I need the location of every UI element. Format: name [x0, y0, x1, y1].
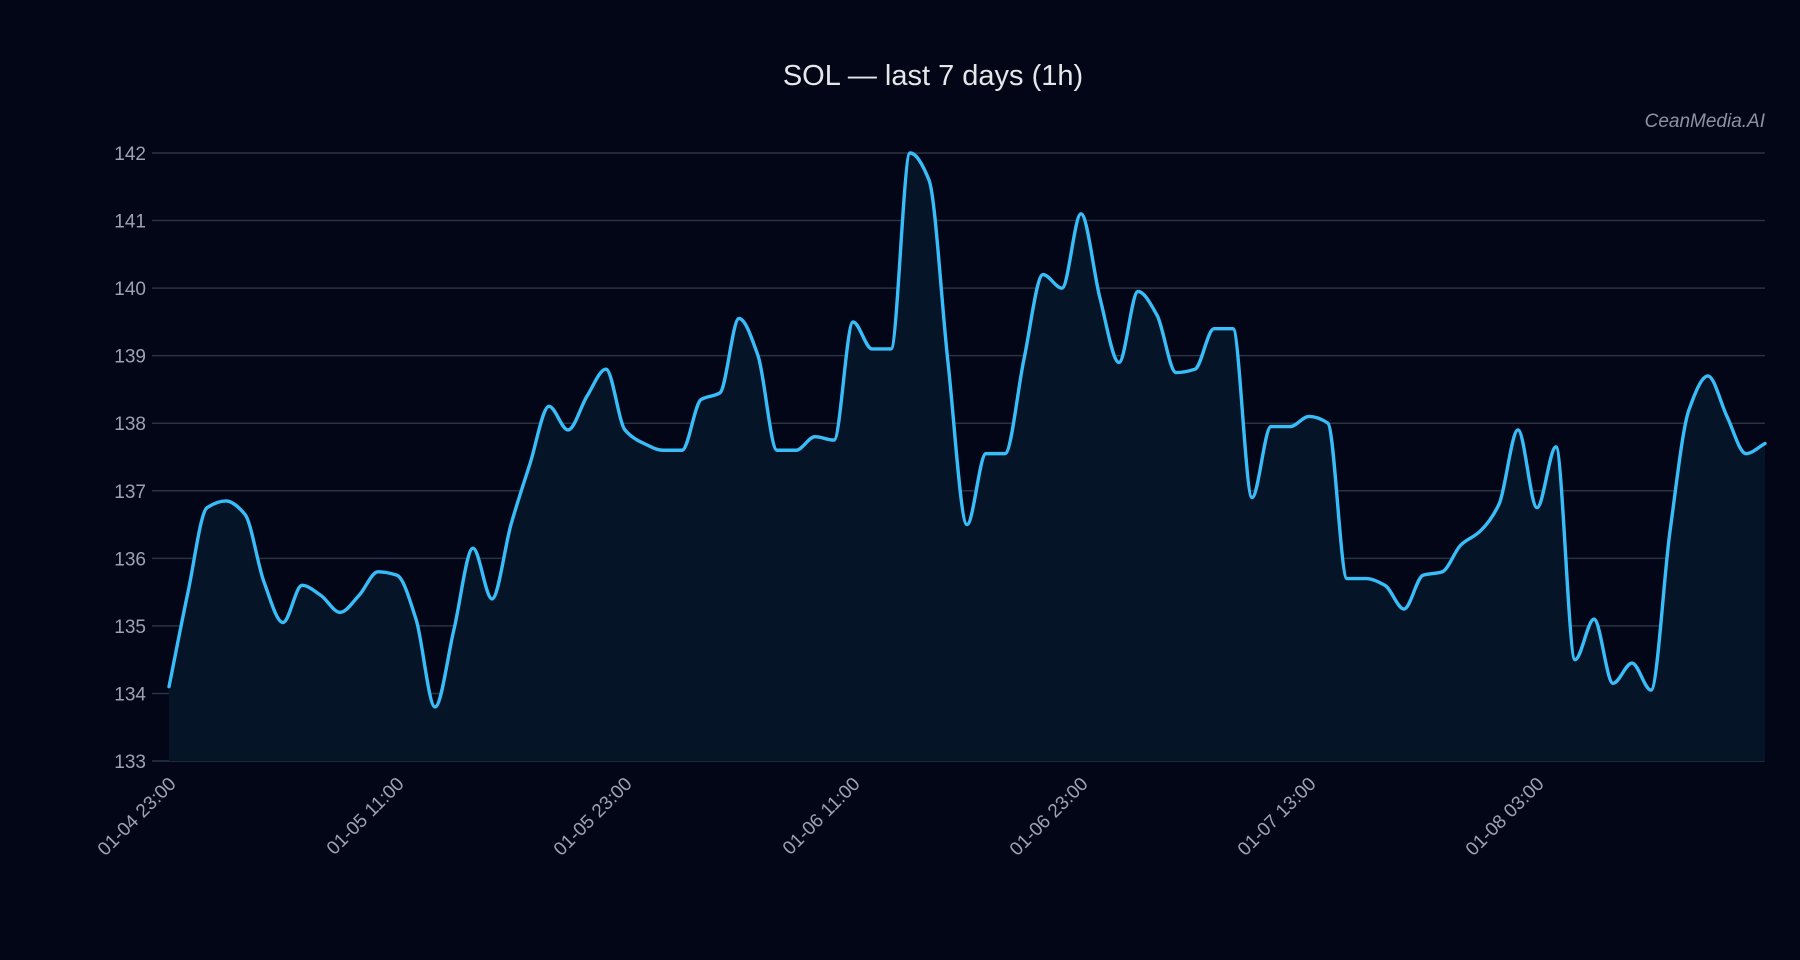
y-tick-label: 142 [114, 144, 146, 165]
y-tick-label: 139 [114, 347, 146, 368]
y-tick-label: 137 [114, 482, 146, 503]
y-tick-label: 141 [114, 212, 146, 233]
x-tick-label: 01-05 11:00 [323, 774, 409, 860]
y-tick-label: 133 [114, 752, 146, 773]
y-tick-label: 136 [114, 549, 146, 570]
x-tick-label: 01-06 11:00 [779, 774, 865, 860]
x-tick-label: 01-08 03:00 [1462, 774, 1549, 861]
price-line [167, 151, 1767, 709]
y-tick-label: 135 [114, 617, 146, 638]
y-tick-label: 140 [114, 279, 146, 300]
y-tick-label: 134 [114, 684, 146, 705]
x-axis: 01-04 23:00 01-05 11:00 01-05 23:00 01-06 1… [94, 774, 1549, 861]
x-tick-label: 01-06 23:00 [1006, 774, 1093, 861]
y-tick-label: 138 [114, 414, 146, 435]
price-area-fill [169, 153, 1765, 761]
watermark: CeanMedia.AI [1645, 111, 1766, 132]
x-tick-label: 01-07 13:00 [1234, 774, 1321, 861]
x-tick-label: 01-05 23:00 [550, 774, 637, 861]
chart-title: SOL — last 7 days (1h) [783, 60, 1083, 92]
y-axis: 133 134 135 136 137 138 139 140 141 142 [114, 144, 146, 773]
x-tick-label: 01-04 23:00 [94, 774, 181, 861]
